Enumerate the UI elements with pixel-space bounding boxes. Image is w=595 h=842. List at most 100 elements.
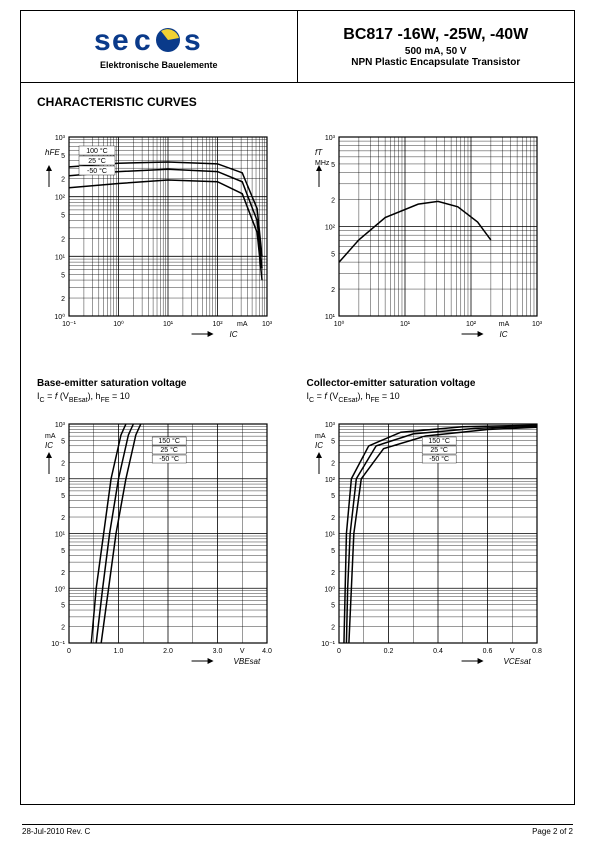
svg-text:IC: IC xyxy=(45,441,53,450)
svg-text:2: 2 xyxy=(61,624,65,631)
svg-text:2: 2 xyxy=(61,515,65,522)
svg-text:25 °C: 25 °C xyxy=(430,446,448,454)
svg-text:c: c xyxy=(134,24,151,57)
svg-text:10⁻¹: 10⁻¹ xyxy=(62,321,76,328)
svg-text:-50 °C: -50 °C xyxy=(87,167,107,175)
svg-text:3.0: 3.0 xyxy=(213,648,223,655)
svg-text:10¹: 10¹ xyxy=(324,531,335,538)
svg-text:MHz: MHz xyxy=(315,160,330,167)
svg-text:V: V xyxy=(509,648,514,655)
section-title: CHARACTERISTIC CURVES xyxy=(37,95,558,109)
chart4-subcaption: IC = f (VCEsat), hFE = 10 xyxy=(307,391,559,404)
svg-text:10³: 10³ xyxy=(324,135,335,142)
svg-text:5: 5 xyxy=(331,548,335,555)
svg-text:IC: IC xyxy=(499,330,507,339)
chart-vbesat: Base-emitter saturation voltage IC = f (… xyxy=(37,372,289,671)
svg-text:10²: 10² xyxy=(465,321,476,328)
svg-text:e: e xyxy=(112,24,129,57)
header-row: s e c s Elektronische Bauelemente BC817 … xyxy=(21,11,574,83)
svg-text:10²: 10² xyxy=(55,195,66,202)
svg-text:0.2: 0.2 xyxy=(383,648,393,655)
svg-text:10⁻¹: 10⁻¹ xyxy=(51,641,65,648)
chart3-subcaption: IC = f (VBEsat), hFE = 10 xyxy=(37,391,289,404)
svg-text:10¹: 10¹ xyxy=(399,321,410,328)
svg-text:2: 2 xyxy=(331,570,335,577)
part-spec-1: 500 mA, 50 V xyxy=(405,46,467,57)
logo-cell: s e c s Elektronische Bauelemente xyxy=(21,11,298,82)
chart4-caption: Collector-emitter saturation voltage xyxy=(307,378,559,389)
svg-text:IC: IC xyxy=(315,441,323,450)
svg-text:10¹: 10¹ xyxy=(163,321,174,328)
svg-text:2: 2 xyxy=(61,296,65,303)
svg-text:10⁻¹: 10⁻¹ xyxy=(321,641,335,648)
svg-text:-50 °C: -50 °C xyxy=(159,455,179,463)
svg-text:1.0: 1.0 xyxy=(114,648,124,655)
svg-text:s: s xyxy=(184,24,201,57)
svg-text:10²: 10² xyxy=(324,225,335,232)
svg-text:2: 2 xyxy=(61,177,65,184)
svg-text:5: 5 xyxy=(331,493,335,500)
svg-text:2: 2 xyxy=(331,515,335,522)
svg-text:0: 0 xyxy=(67,648,71,655)
charts-grid: 10⁻¹10⁰10¹10²10³10⁰10¹10²10³252525hFEICm… xyxy=(37,129,558,671)
logo-subtitle: Elektronische Bauelemente xyxy=(100,60,218,70)
svg-text:5: 5 xyxy=(61,272,65,279)
svg-text:10⁰: 10⁰ xyxy=(54,313,65,321)
part-spec-2: NPN Plastic Encapsulate Transistor xyxy=(351,57,520,68)
svg-text:2: 2 xyxy=(331,287,335,294)
part-number: BC817 -16W, -25W, -40W xyxy=(343,26,528,44)
svg-text:0.6: 0.6 xyxy=(482,648,492,655)
svg-text:150 °C: 150 °C xyxy=(428,437,449,445)
svg-text:25 °C: 25 °C xyxy=(88,157,106,165)
svg-text:10⁰: 10⁰ xyxy=(333,320,344,328)
svg-text:2: 2 xyxy=(61,570,65,577)
svg-text:IC: IC xyxy=(230,330,238,339)
footer-page: Page 2 of 2 xyxy=(532,827,573,836)
svg-text:10³: 10³ xyxy=(55,135,66,142)
page-footer: 28-Jul-2010 Rev. C Page 2 of 2 xyxy=(22,824,573,836)
svg-text:10¹: 10¹ xyxy=(55,254,66,261)
chart-hfe-vs-ic: 10⁻¹10⁰10¹10²10³10⁰10¹10²10³252525hFEICm… xyxy=(37,129,289,344)
svg-text:0.4: 0.4 xyxy=(433,648,443,655)
svg-text:mA: mA xyxy=(237,321,248,328)
svg-text:2: 2 xyxy=(61,460,65,467)
svg-text:5: 5 xyxy=(61,603,65,610)
svg-text:2.0: 2.0 xyxy=(163,648,173,655)
footer-date: 28-Jul-2010 Rev. C xyxy=(22,827,90,836)
svg-text:10³: 10³ xyxy=(324,422,335,429)
title-cell: BC817 -16W, -25W, -40W 500 mA, 50 V NPN … xyxy=(298,11,575,82)
svg-text:0: 0 xyxy=(337,648,341,655)
svg-text:10³: 10³ xyxy=(531,321,542,328)
svg-text:fT: fT xyxy=(315,148,323,157)
svg-text:2: 2 xyxy=(331,460,335,467)
svg-text:-50 °C: -50 °C xyxy=(429,455,449,463)
svg-text:10⁰: 10⁰ xyxy=(324,585,335,593)
svg-text:2: 2 xyxy=(331,198,335,205)
secos-logo: s e c s xyxy=(94,24,224,58)
svg-text:10¹: 10¹ xyxy=(55,531,66,538)
svg-text:mA: mA xyxy=(315,433,326,440)
svg-text:10¹: 10¹ xyxy=(324,314,335,321)
chart3-caption: Base-emitter saturation voltage xyxy=(37,378,289,389)
svg-text:hFE: hFE xyxy=(45,148,60,157)
svg-text:150 °C: 150 °C xyxy=(158,437,179,445)
chart-ft-vs-ic: 10⁰10¹10²10³10¹10²10³2525fTMHzICmA xyxy=(307,129,559,344)
svg-text:5: 5 xyxy=(61,438,65,445)
svg-text:2: 2 xyxy=(331,624,335,631)
svg-text:V: V xyxy=(240,648,245,655)
svg-text:100 °C: 100 °C xyxy=(86,147,107,155)
svg-text:4.0: 4.0 xyxy=(262,648,272,655)
svg-text:5: 5 xyxy=(331,603,335,610)
svg-text:0.8: 0.8 xyxy=(532,648,542,655)
svg-text:VBEsat: VBEsat xyxy=(234,657,261,666)
svg-text:mA: mA xyxy=(498,321,509,328)
svg-text:5: 5 xyxy=(331,251,335,258)
svg-text:5: 5 xyxy=(331,438,335,445)
page-frame: s e c s Elektronische Bauelemente BC817 … xyxy=(20,10,575,805)
svg-text:VCEsat: VCEsat xyxy=(503,657,531,666)
svg-text:5: 5 xyxy=(61,493,65,500)
content-area: CHARACTERISTIC CURVES 10⁻¹10⁰10¹10²10³10… xyxy=(21,83,574,683)
svg-text:5: 5 xyxy=(61,548,65,555)
svg-text:5: 5 xyxy=(331,162,335,169)
svg-text:5: 5 xyxy=(61,213,65,220)
